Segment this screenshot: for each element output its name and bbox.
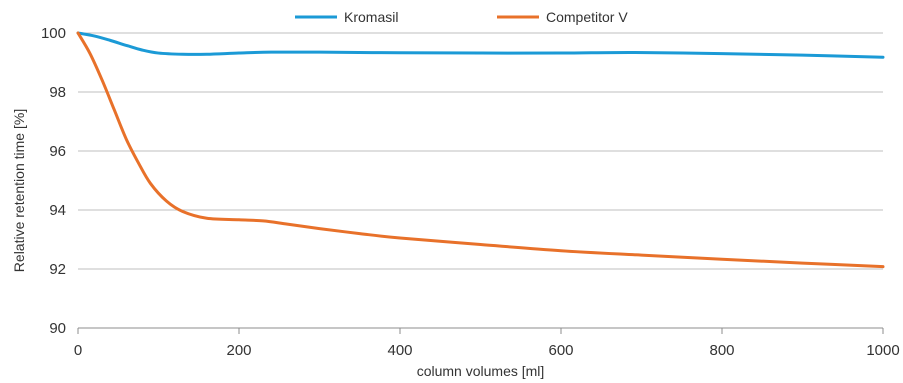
series-layer (76, 31, 885, 269)
axes (77, 327, 884, 334)
y-tick-label: 98 (49, 84, 66, 101)
series-line-competitor-v (76, 31, 885, 269)
series-line-kromasil (76, 31, 885, 59)
x-tick-label: 200 (226, 342, 251, 359)
x-tick-label: 600 (548, 342, 573, 359)
legend-label-kromasil: Kromasil (344, 9, 398, 25)
y-axis-title: Relative retention time [%] (11, 109, 27, 272)
y-tick-label: 94 (49, 202, 66, 219)
y-tick-label: 96 (49, 143, 66, 160)
y-tick-label: 92 (49, 261, 66, 278)
y-tick-label: 90 (49, 320, 66, 337)
legend-label-competitor-v: Competitor V (546, 9, 628, 25)
gridlines (78, 32, 883, 270)
x-tick-label: 0 (74, 342, 82, 359)
x-tick-label: 1000 (866, 342, 899, 359)
x-tick-label: 400 (387, 342, 412, 359)
legend: Kromasil Competitor V (295, 9, 628, 25)
x-tick-label: 800 (709, 342, 734, 359)
y-tick-label: 100 (41, 25, 66, 42)
x-axis-title: column volumes [ml] (417, 363, 545, 379)
